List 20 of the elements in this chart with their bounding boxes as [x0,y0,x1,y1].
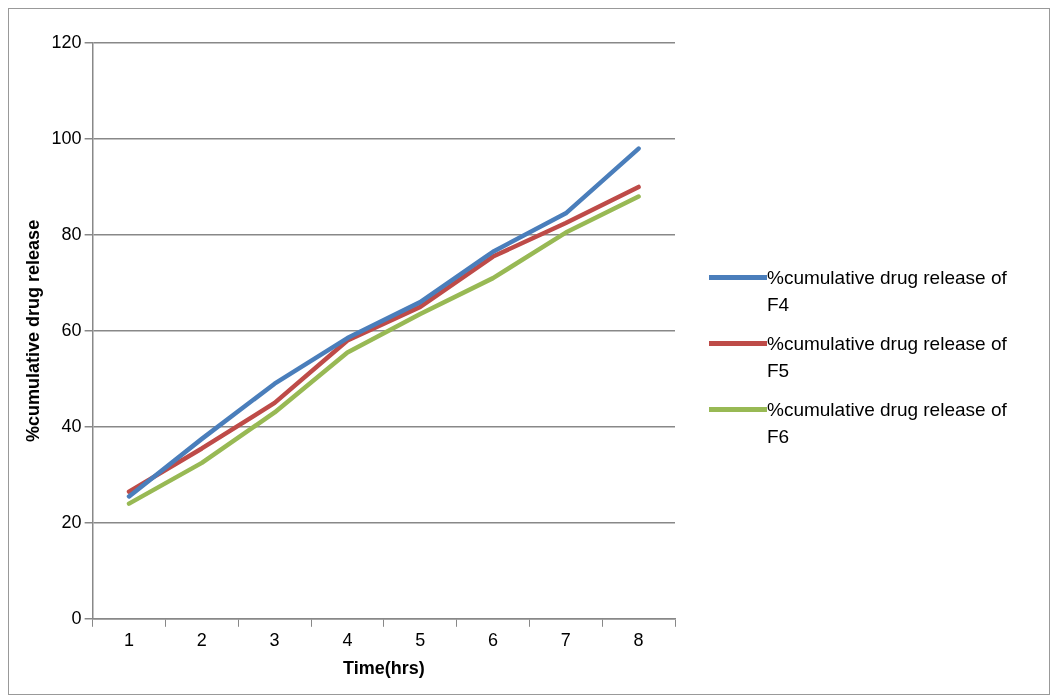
x-tick-label: 7 [560,629,571,650]
x-tick-label: 5 [415,629,426,650]
y-tick-label: 40 [61,415,82,436]
x-tick-label: 4 [342,629,353,650]
y-tick-label: 20 [61,511,82,532]
legend-label: %cumulative drug release of F4 [767,266,1008,317]
x-tick-label: 8 [633,629,644,650]
y-tick-label: 120 [51,31,82,52]
legend-label: %cumulative drug release of F5 [767,332,1008,383]
x-tick-label: 6 [488,629,499,650]
y-tick-label: 0 [71,607,82,628]
x-tick-label: 2 [196,629,207,650]
x-tick-label: 1 [124,629,135,650]
legend-label: %cumulative drug release of F6 [767,398,1008,449]
x-tick-label: 3 [269,629,280,650]
x-axis-title: Time(hrs) [342,658,425,679]
y-tick-label: 100 [51,127,82,148]
y-axis-title: %cumulative drug release [22,219,43,442]
y-tick-label: 60 [61,319,82,340]
y-tick-label: 80 [61,223,82,244]
